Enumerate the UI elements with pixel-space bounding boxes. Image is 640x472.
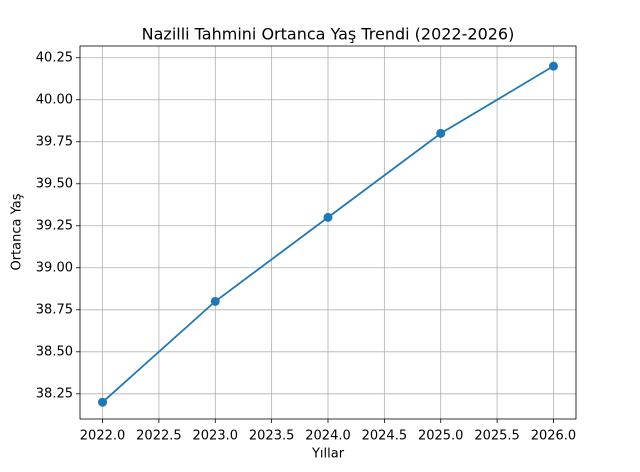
x-tick-label: 2024.0: [305, 429, 351, 444]
y-tick-label: 39.50: [36, 176, 73, 191]
y-tick-label: 40.25: [36, 50, 73, 65]
y-tick-label: 39.75: [36, 134, 73, 149]
x-tick-label: 2024.5: [362, 429, 408, 444]
chart-title: Nazilli Tahmini Ortanca Yaş Trendi (2022…: [142, 25, 515, 44]
x-tick-label: 2022.0: [80, 429, 126, 444]
x-tick-label: 2022.5: [136, 429, 182, 444]
x-tick-label: 2023.5: [249, 429, 295, 444]
x-axis-label: Yıllar: [311, 447, 345, 462]
y-tick-label: 40.00: [36, 92, 73, 107]
x-tick-label: 2026.0: [531, 429, 577, 444]
y-tick-label: 39.25: [36, 218, 73, 233]
plot-frame: [79, 45, 577, 420]
y-tick-label: 38.25: [36, 386, 73, 401]
y-tick-label: 38.50: [36, 344, 73, 359]
x-tick-label: 2023.0: [193, 429, 239, 444]
data-point: [210, 296, 220, 306]
data-point: [98, 397, 108, 407]
data-point: [436, 128, 446, 138]
y-tick-label: 39.00: [36, 260, 73, 275]
data-point: [548, 61, 558, 71]
y-axis-label: Ortanca Yaş: [10, 193, 25, 270]
data-point: [323, 212, 333, 222]
x-tick-label: 2025.5: [474, 429, 520, 444]
x-tick-label: 2025.0: [418, 429, 464, 444]
y-tick-label: 38.75: [36, 302, 73, 317]
